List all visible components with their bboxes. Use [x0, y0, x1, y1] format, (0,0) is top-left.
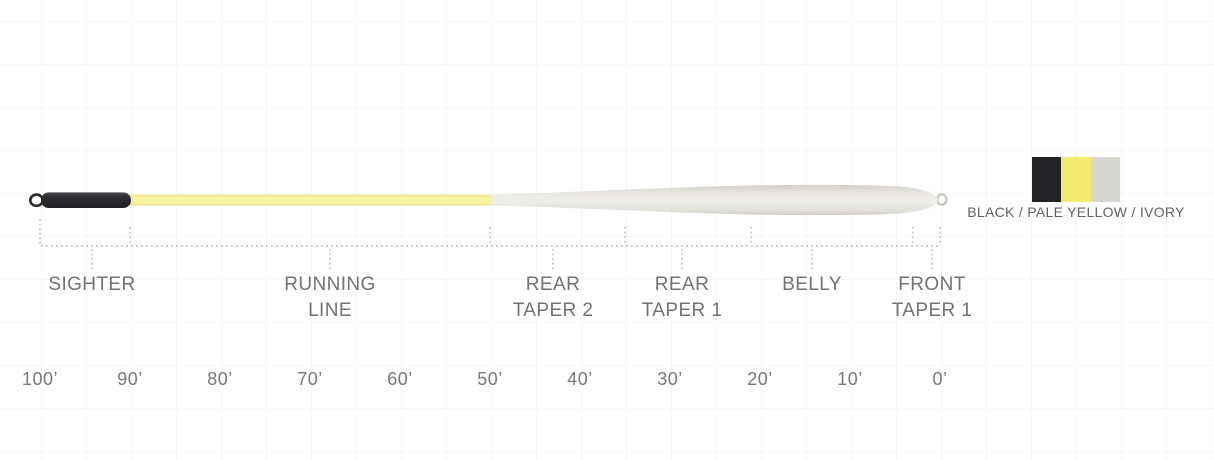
scale-label-60ft: 60’ [387, 369, 413, 389]
label-line: TAPER 1 [891, 300, 973, 321]
scale-label-40ft: 40’ [567, 369, 593, 389]
scale-label-90ft: 90’ [117, 369, 143, 389]
running-line-segment [127, 194, 491, 206]
front-loop [936, 193, 948, 206]
label-line: FRONT [898, 274, 966, 295]
label-line: TAPER 1 [641, 300, 723, 321]
label-line: SIGHTER [48, 274, 136, 295]
scale-label-30ft: 30’ [657, 369, 683, 389]
section-label-rear-taper-2: REAR TAPER 2 [513, 272, 594, 324]
section-label-rear-taper-1: REAR TAPER 1 [642, 272, 723, 324]
label-line: RUNNING [284, 274, 376, 295]
legend-swatch-black [1032, 157, 1062, 202]
label-line: LINE [308, 300, 352, 321]
scale-label-80ft: 80’ [207, 369, 233, 389]
scale-label-50ft: 50’ [477, 369, 503, 389]
section-label-belly: BELLY [782, 272, 842, 298]
scale-label-20ft: 20’ [747, 369, 773, 389]
label-line: REAR [525, 274, 581, 295]
legend-swatches [1032, 157, 1120, 202]
legend-swatch-pale-yellow [1061, 157, 1091, 202]
section-label-running-line: RUNNING LINE [284, 272, 375, 324]
section-label-sighter: SIGHTER [48, 272, 135, 298]
legend-swatch-ivory [1090, 157, 1120, 202]
sighter-segment [41, 192, 131, 208]
scale-label-10ft: 10’ [837, 369, 863, 389]
taper-body-segment [491, 184, 938, 216]
label-line: TAPER 2 [512, 300, 594, 321]
legend-label: BLACK / PALE YELLOW / IVORY [967, 204, 1185, 220]
rear-loop [28, 193, 44, 208]
label-line: BELLY [782, 274, 842, 295]
scale-label-100ft: 100’ [21, 369, 59, 389]
section-label-front-taper-1: FRONT TAPER 1 [892, 272, 973, 324]
scale-label-0ft: 0’ [932, 369, 948, 389]
label-line: REAR [654, 274, 710, 295]
scale-label-70ft: 70’ [297, 369, 323, 389]
